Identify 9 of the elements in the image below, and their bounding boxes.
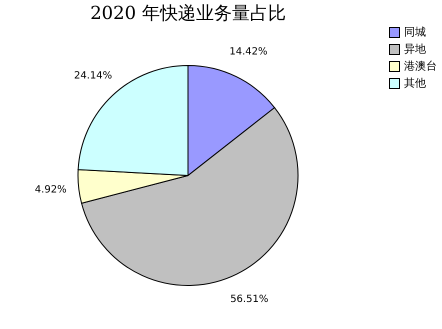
legend-label: 异地 (404, 42, 426, 56)
data-label: 14.42% (229, 46, 268, 58)
chart-title: 2020 年快递业务量占比 (90, 3, 286, 24)
data-label: 4.92% (34, 184, 67, 196)
data-label: 56.51% (230, 294, 268, 306)
legend-label: 港澳台 (404, 60, 437, 72)
legend-label: 同城 (404, 26, 426, 38)
data-label: 24.14% (74, 70, 112, 82)
legend-label: 其他 (404, 76, 426, 90)
